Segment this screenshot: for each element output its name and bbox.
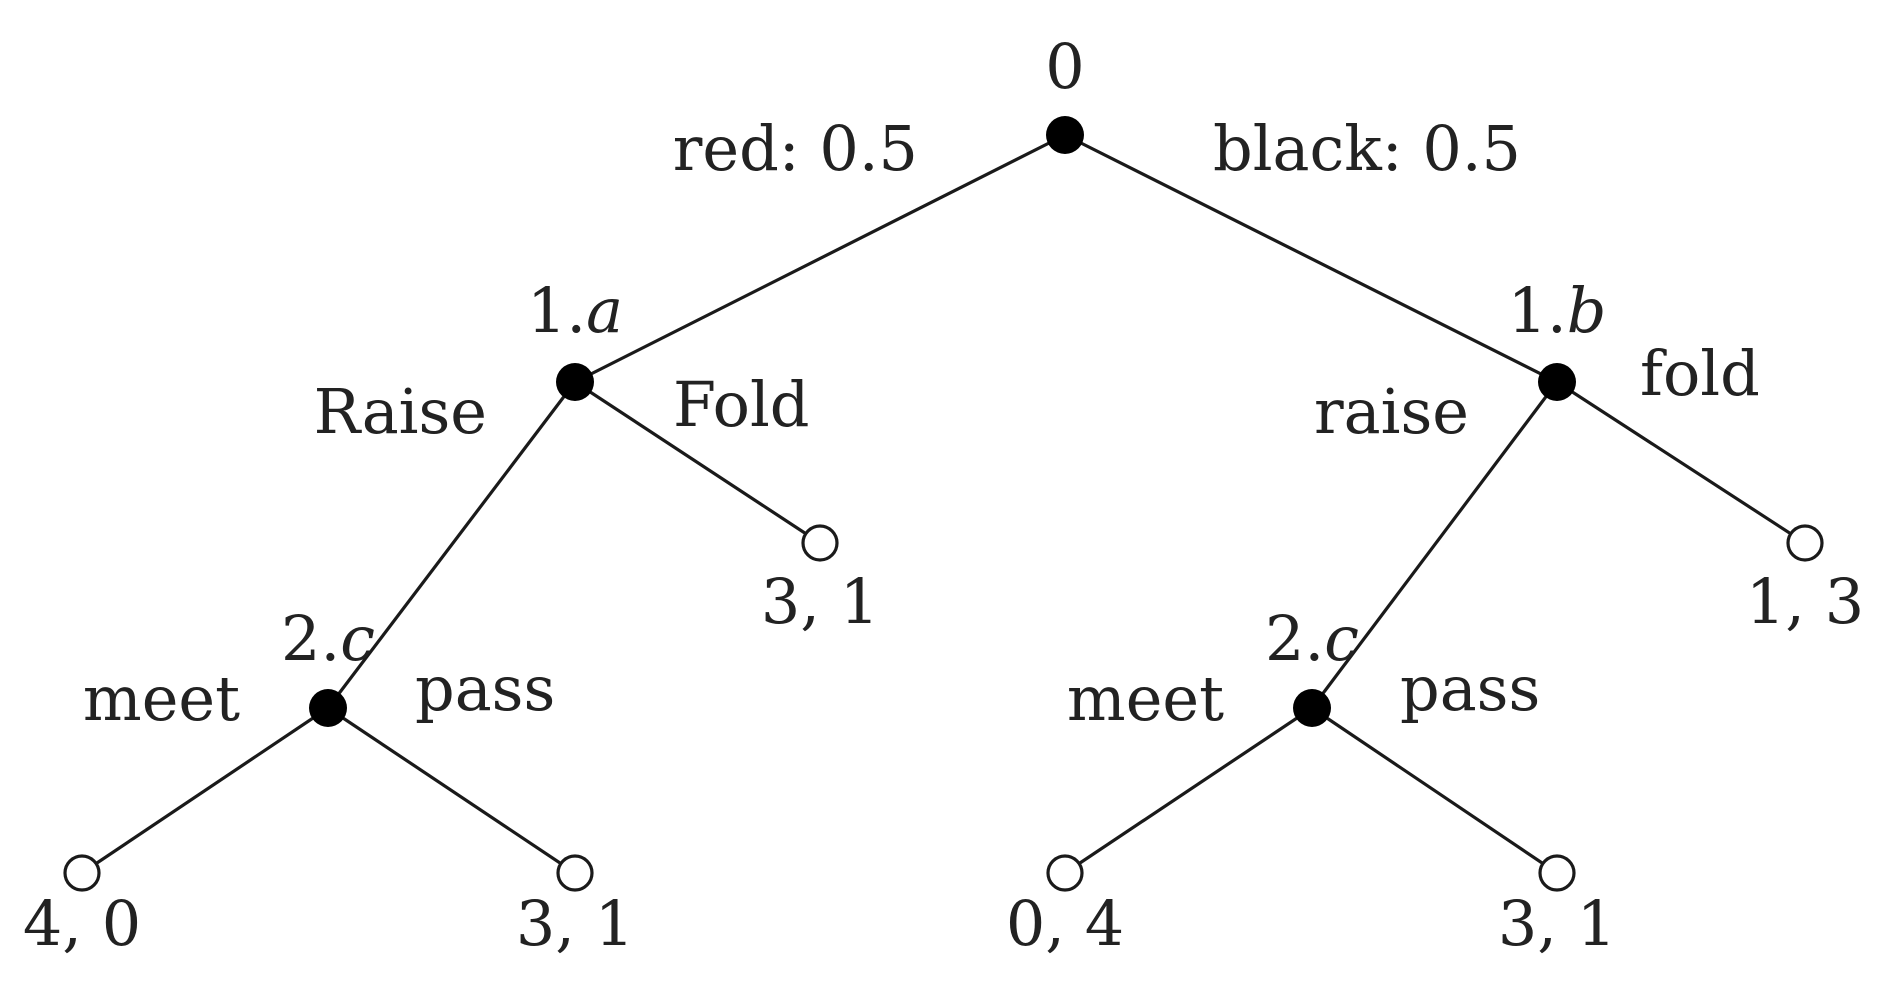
terminal-black-pass (1538, 854, 1576, 892)
edge-1a-raise (326, 381, 577, 709)
node-2c-left-label-prefix: 2. (281, 602, 340, 675)
edge-2c-left-meet (81, 706, 329, 875)
terminal-black-meet (1046, 854, 1084, 892)
node-2c-right-label-suffix: c (1324, 602, 1359, 675)
node-1a-label-suffix: a (586, 274, 623, 347)
root-label: 0 (1045, 30, 1084, 103)
terminal-red-pass (556, 854, 594, 892)
node-2c-left-label-suffix: c (340, 602, 375, 675)
node-1a (556, 363, 594, 401)
edge-2c-right-meet (1064, 706, 1313, 875)
edge-root-to-1b (1064, 133, 1558, 384)
move-fold-label-right: fold (1640, 337, 1760, 410)
move-raise-label-left: Raise (314, 375, 487, 448)
payoff-red-pass: 3, 1 (516, 887, 634, 960)
root-node (1046, 116, 1084, 154)
payoff-black-meet: 0, 4 (1006, 887, 1124, 960)
node-1b-label: 1.b (1508, 274, 1607, 347)
edge-2c-left-pass (327, 706, 576, 875)
payoff-black-fold: 1, 3 (1746, 565, 1864, 638)
edge-1b-fold (1556, 380, 1806, 545)
node-2c-left (309, 689, 347, 727)
terminal-red-meet (63, 854, 101, 892)
terminal-red-fold (801, 524, 839, 562)
node-2c-left-label: 2.c (281, 602, 375, 675)
move-fold-label-left: Fold (673, 368, 809, 441)
payoff-red-fold: 3, 1 (761, 565, 879, 638)
node-1b-label-prefix: 1. (1508, 274, 1567, 347)
tree-edges (81, 133, 1806, 875)
move-pass-label-right: pass (1400, 652, 1540, 725)
edge-2c-right-pass (1311, 706, 1558, 875)
move-meet-label-left: meet (83, 662, 240, 735)
node-2c-right-label: 2.c (1265, 602, 1359, 675)
node-2c-right (1293, 689, 1331, 727)
node-2c-right-label-prefix: 2. (1265, 602, 1324, 675)
node-1a-label-prefix: 1. (527, 274, 586, 347)
edge-root-to-1a (574, 133, 1066, 384)
move-pass-label-left: pass (415, 652, 555, 725)
nature-move-red-label: red: 0.5 (673, 112, 918, 185)
node-1b-label-suffix: b (1567, 274, 1607, 347)
payoff-red-meet: 4, 0 (23, 887, 141, 960)
payoff-black-pass: 3, 1 (1498, 887, 1616, 960)
nature-move-black-label: black: 0.5 (1213, 112, 1521, 185)
move-meet-label-right: meet (1067, 662, 1224, 735)
decision-nodes (309, 116, 1576, 727)
terminal-black-fold (1786, 524, 1824, 562)
terminal-nodes (63, 524, 1824, 892)
tree-labels: 0 red: 0.5 black: 0.5 1.a 1.b Raise Fold… (23, 30, 1864, 960)
move-raise-label-right: raise (1314, 375, 1469, 448)
edge-1a-fold (574, 380, 821, 545)
edge-1b-raise (1310, 381, 1559, 709)
node-1a-label: 1.a (527, 274, 623, 347)
node-1b (1538, 363, 1576, 401)
